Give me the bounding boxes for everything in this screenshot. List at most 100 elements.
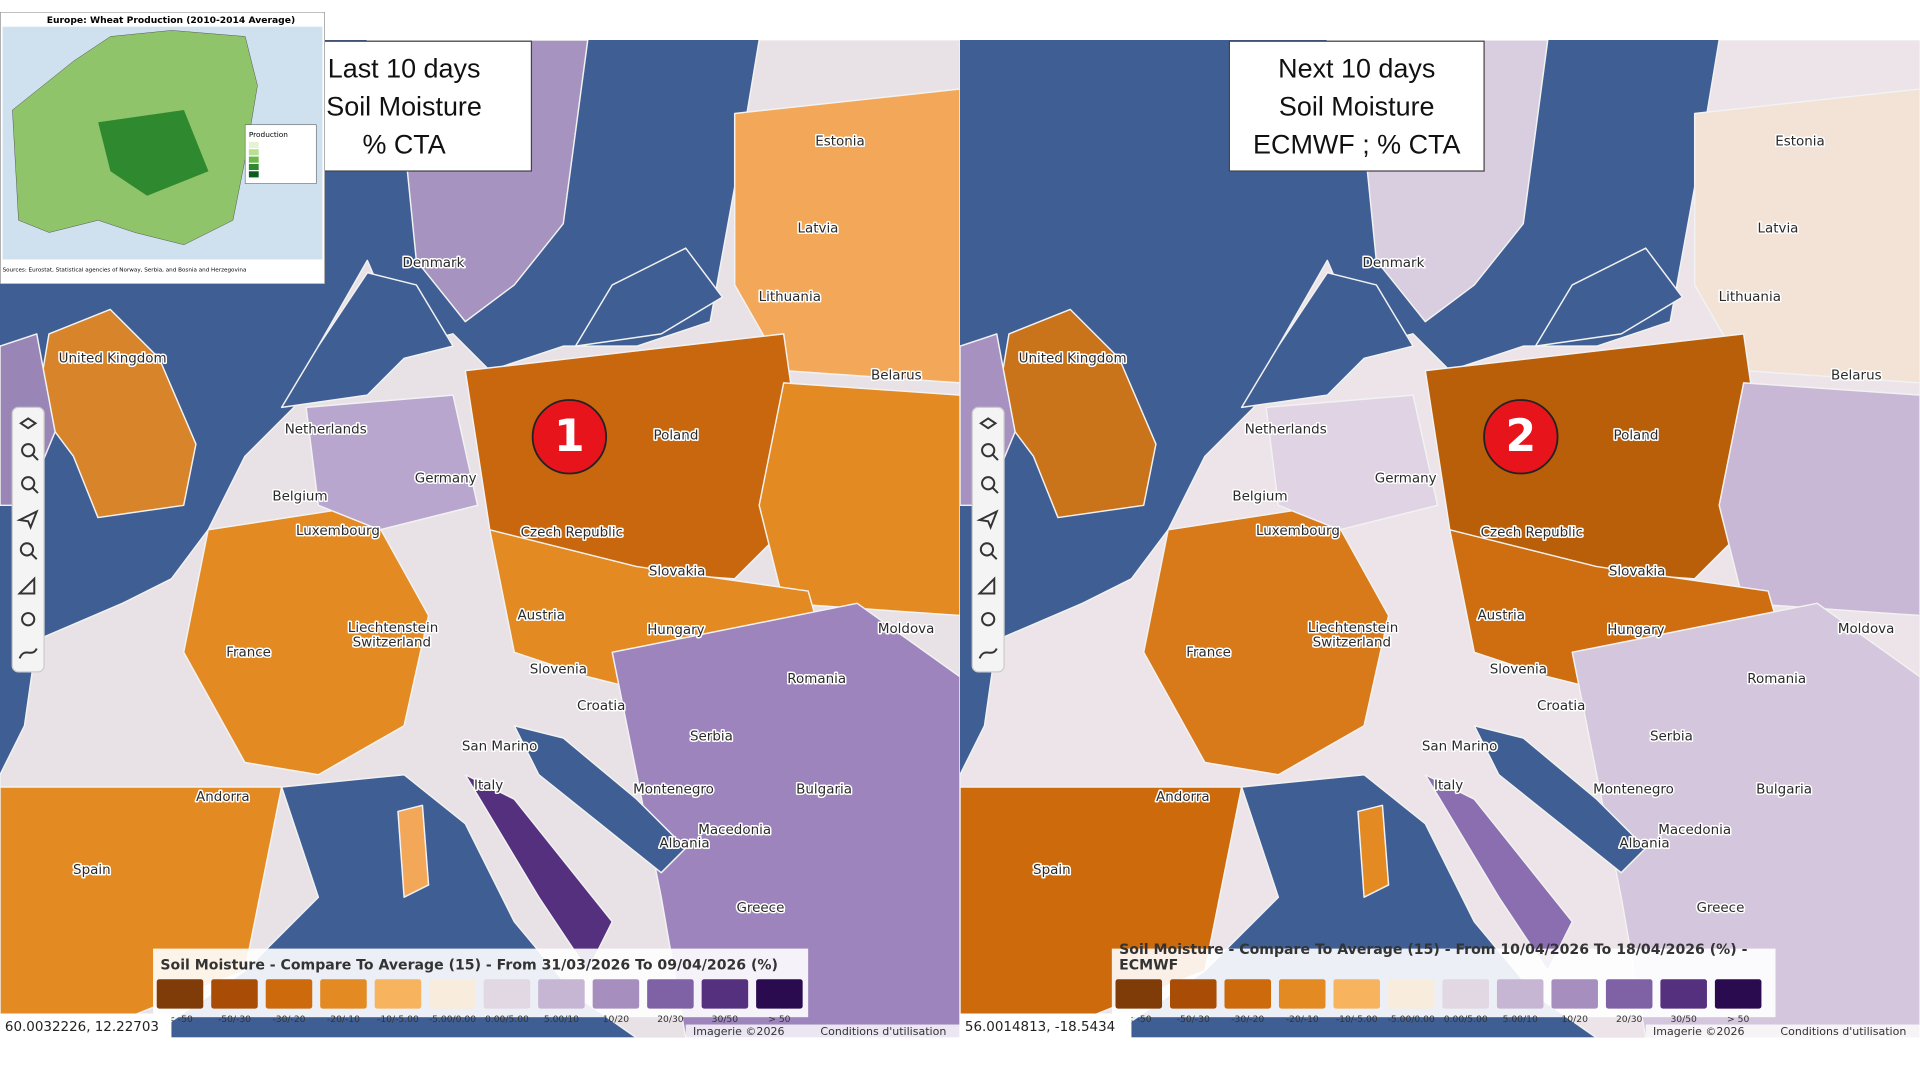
region xyxy=(1571,602,1920,1038)
legend-label: 30/50 xyxy=(712,1014,739,1025)
country-label: Bulgaria xyxy=(1756,782,1812,797)
legend-box xyxy=(153,948,809,1018)
country-label: Netherlands xyxy=(1245,422,1327,437)
tool-button[interactable] xyxy=(981,476,999,494)
region xyxy=(1424,773,1573,972)
country-label: Germany xyxy=(1375,471,1437,486)
legend-swatch xyxy=(1442,979,1489,1009)
legend-swatch xyxy=(320,979,367,1009)
marker-label: 1 xyxy=(554,411,585,462)
legend-label: -30/-20 xyxy=(272,1014,305,1025)
legend-label: 20/30 xyxy=(1616,1014,1643,1025)
legend-label: 0.00/5.00 xyxy=(485,1014,529,1025)
country-label: Greece xyxy=(1696,901,1744,916)
region xyxy=(1265,394,1439,531)
legend-swatch xyxy=(483,979,531,1009)
tool-button[interactable] xyxy=(978,648,998,659)
legend-title: Soil Moisture - Compare To Average (15) … xyxy=(1119,942,1747,958)
tool-button[interactable] xyxy=(19,542,38,560)
country-label: Macedonia xyxy=(1658,823,1731,838)
inset-swatch xyxy=(248,149,259,156)
country-label: Luxembourg xyxy=(1256,524,1340,539)
tool-button[interactable] xyxy=(17,576,36,595)
legend-label: 30/50 xyxy=(1670,1014,1697,1025)
tool-button[interactable] xyxy=(16,509,39,531)
legend-label: -5.00/0.00 xyxy=(429,1014,476,1025)
tool-button[interactable] xyxy=(979,417,998,430)
region xyxy=(280,271,454,409)
tool-button[interactable] xyxy=(977,576,996,595)
tool-button[interactable] xyxy=(979,542,998,560)
country-label: Greece xyxy=(736,901,784,916)
legend-swatch xyxy=(1278,979,1326,1009)
region xyxy=(1693,88,1920,384)
legend-label: > 50 xyxy=(1727,1014,1749,1025)
country-label: Serbia xyxy=(1650,730,1693,745)
country-label: Croatia xyxy=(577,699,625,714)
region xyxy=(397,804,430,898)
tool-button[interactable] xyxy=(18,648,38,659)
legend-swatch xyxy=(1605,979,1653,1009)
country-label: Montenegro xyxy=(633,782,714,797)
legend-swatch xyxy=(156,979,204,1009)
legend-swatch xyxy=(1387,979,1435,1009)
inset-map: Production Europe: Wheat Production (2010… xyxy=(0,12,325,284)
country-label: Italy xyxy=(474,779,503,794)
country-label: Spain xyxy=(73,863,111,878)
legend-swatch xyxy=(1170,979,1217,1009)
region xyxy=(1718,382,1920,617)
legend-label: -5.00/0.00 xyxy=(1388,1014,1435,1025)
legend-swatch xyxy=(1224,979,1272,1009)
country-label: United Kingdom xyxy=(1019,351,1127,366)
tool-button[interactable] xyxy=(21,612,36,627)
inset-swatch xyxy=(248,141,259,148)
terms-link[interactable]: Conditions d'utilisation xyxy=(820,1025,946,1038)
legend-swatch xyxy=(1496,979,1544,1009)
legend-label: 10/20 xyxy=(1561,1014,1588,1025)
region xyxy=(1357,804,1390,898)
legend-swatch xyxy=(265,979,313,1009)
country-label: Luxembourg xyxy=(296,524,380,539)
country-label: Belarus xyxy=(1831,369,1882,384)
region xyxy=(305,394,479,531)
country-label: Latvia xyxy=(1757,222,1798,237)
terms-link[interactable]: Conditions d'utilisation xyxy=(1780,1025,1906,1038)
inset-swatch xyxy=(248,156,259,163)
map-panel[interactable]: Estonia Latvia Denmark Lithuania United King… xyxy=(0,40,960,1038)
tool-button[interactable] xyxy=(976,509,999,531)
country-label: Estonia xyxy=(1775,135,1825,150)
legend-label: 10/20 xyxy=(603,1014,630,1025)
inset-title: Europe: Wheat Production (2010-2014 Aver… xyxy=(47,15,295,26)
inset-swatch xyxy=(248,171,259,178)
tool-button[interactable] xyxy=(981,443,999,461)
region xyxy=(1240,271,1414,409)
coord-box xyxy=(0,1013,172,1038)
region xyxy=(733,88,960,384)
country-label: Hungary xyxy=(647,623,704,638)
tool-button[interactable] xyxy=(981,612,996,627)
tool-button[interactable] xyxy=(21,476,39,494)
country-label: Serbia xyxy=(690,730,733,745)
country-label: France xyxy=(1186,645,1231,660)
imagery-credit: Imagerie ©2026 xyxy=(1653,1025,1744,1038)
legend-swatch xyxy=(701,979,749,1009)
country-label: Belgium xyxy=(272,490,327,505)
tool-button[interactable] xyxy=(21,443,39,461)
legend-label: -20/-10 xyxy=(1286,1014,1319,1025)
map-panel[interactable]: Estonia Latvia Denmark Lithuania United King… xyxy=(960,40,1920,1038)
country-label: Netherlands xyxy=(285,422,367,437)
country-label: Denmark xyxy=(403,256,465,271)
country-label: Bulgaria xyxy=(796,782,852,797)
country-label: Slovenia xyxy=(530,662,587,677)
country-label: Moldova xyxy=(878,622,935,637)
legend-label: 5.00/10 xyxy=(1503,1014,1538,1025)
legend-swatch xyxy=(538,979,585,1009)
legend-title: ECMWF xyxy=(1119,958,1178,974)
country-label: Croatia xyxy=(1537,699,1585,714)
legend-swatch xyxy=(756,979,803,1009)
country-label: Andorra xyxy=(196,790,250,805)
region xyxy=(611,602,960,1038)
legend-swatch xyxy=(374,979,422,1009)
tool-button[interactable] xyxy=(19,417,38,430)
